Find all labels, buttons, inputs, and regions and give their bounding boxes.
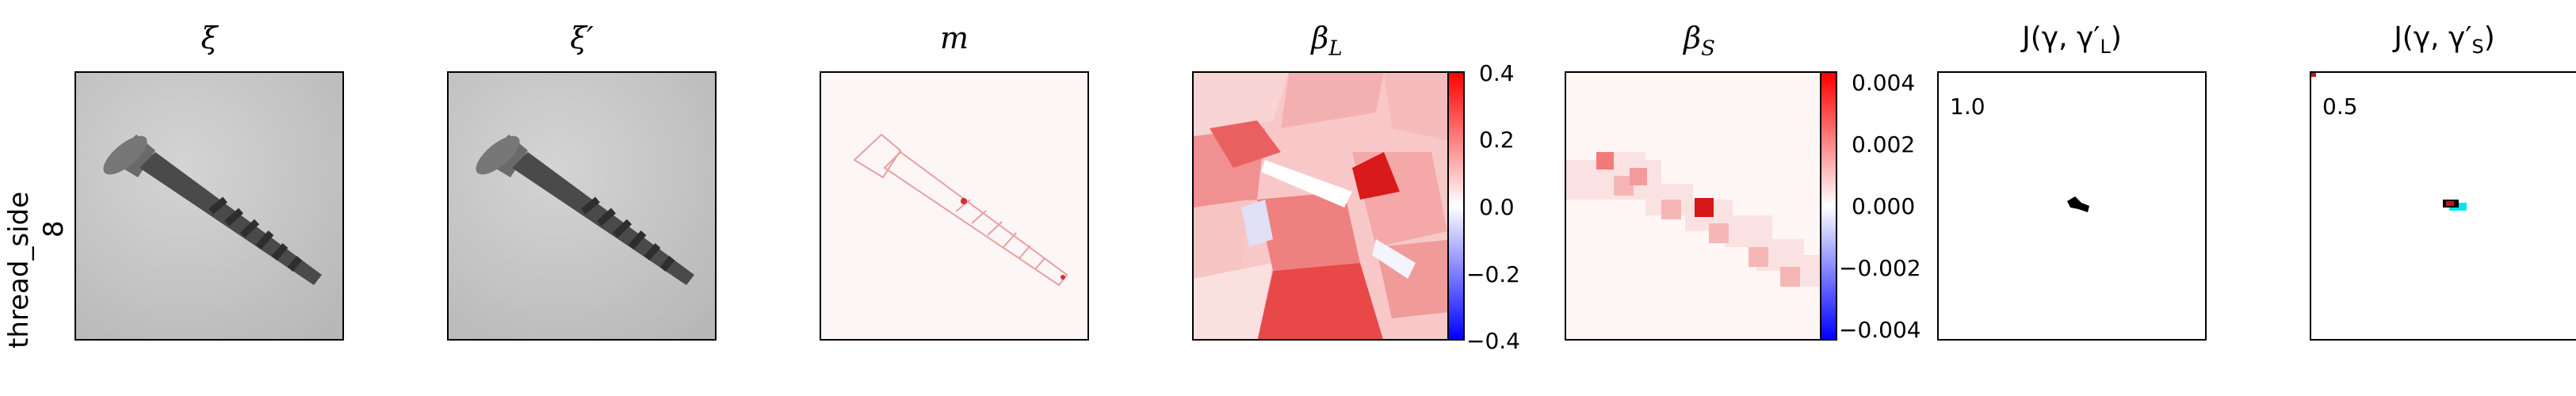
panel-beta-s-map (1565, 71, 1834, 341)
mask-heatmap (821, 73, 1087, 339)
colorbar-beta-l-tick: 0.0 (1479, 194, 1515, 220)
panel-title-j-l: J(γ, γ′L) (2022, 21, 2122, 59)
panel-title-xi: ξ (201, 21, 218, 55)
jaccard-value-s: 0.5 (2322, 93, 2358, 120)
panel-j-s-overlap: 0.5 (2310, 71, 2576, 341)
panel-beta-l-map (1192, 71, 1462, 341)
overlap-mark-s (2311, 73, 2467, 211)
colorbar-beta-s-tick: 0.004 (1852, 70, 1916, 96)
row-label-index: 8 (38, 220, 70, 238)
colorbar-beta-l-tick: −0.4 (1466, 328, 1520, 354)
panel-j-l-overlap: 1.0 (1937, 71, 2207, 341)
colorbar-beta-s (1820, 71, 1837, 341)
colorbar-beta-s-tick: 0.002 (1852, 131, 1916, 158)
panel-xi-image (75, 71, 344, 341)
overlap-mark-l (2067, 196, 2089, 212)
colorbar-beta-l (1447, 71, 1465, 341)
panel-xi-prime-image (447, 71, 717, 341)
colorbar-beta-s-tick: −0.002 (1839, 255, 1921, 281)
colorbar-beta-l-tick: 0.4 (1479, 60, 1515, 86)
beta-s-patch-map (1566, 73, 1833, 339)
colorbar-beta-l-tick: −0.2 (1466, 261, 1520, 287)
colorbar-beta-s-tick: −0.004 (1839, 317, 1921, 343)
panel-title-beta-l: βL (1311, 21, 1343, 61)
colorbar-beta-s-tick: 0.000 (1852, 193, 1916, 219)
panel-m-mask (820, 71, 1089, 341)
panel-title-xi-prime: ξ′ (570, 21, 594, 55)
row-label-category: thread_side (3, 191, 35, 348)
colorbar-beta-l-tick: 0.2 (1479, 127, 1515, 153)
screw-image (76, 73, 342, 339)
panel-title-m: m (939, 21, 969, 55)
panel-title-j-s: J(γ, γ′S) (2394, 21, 2495, 59)
beta-l-segment-map (1194, 73, 1460, 339)
panel-title-beta-s: βS (1684, 21, 1715, 61)
screw-image-reconstructed (449, 73, 715, 339)
jaccard-value-l: 1.0 (1950, 93, 1986, 120)
